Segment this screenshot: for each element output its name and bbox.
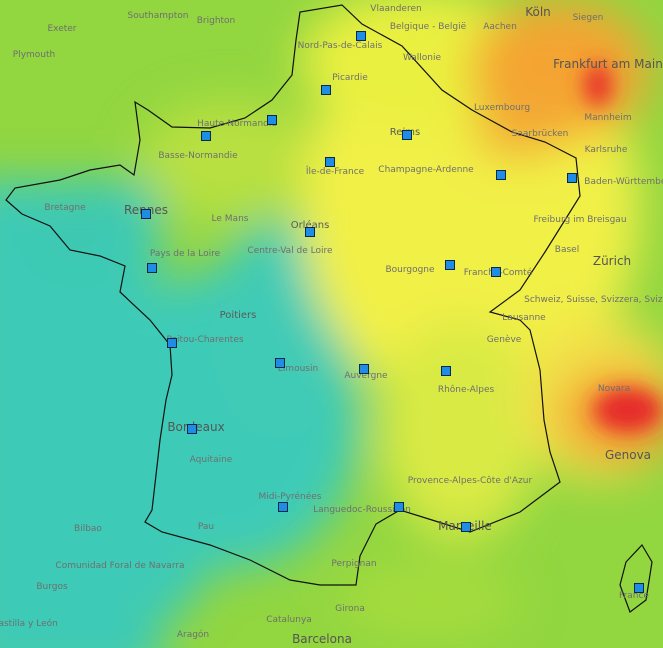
corsica-border	[619, 544, 653, 613]
station-marker[interactable]	[496, 170, 506, 180]
place-label: Karlsruhe	[585, 145, 628, 155]
place-label: Schweiz, Suisse, Svizzera, Svizra	[524, 295, 663, 305]
place-label: Mannheim	[584, 113, 631, 123]
station-marker[interactable]	[201, 131, 211, 141]
station-marker[interactable]	[356, 31, 366, 41]
place-label: Aragón	[177, 629, 209, 640]
place-label: Auvergne	[344, 371, 388, 381]
station-marker[interactable]	[634, 583, 644, 593]
place-label: Brighton	[197, 16, 236, 26]
station-marker[interactable]	[167, 338, 177, 348]
station-marker[interactable]	[325, 157, 335, 167]
station-marker[interactable]	[141, 209, 151, 219]
place-label: Exeter	[47, 24, 76, 34]
place-label: Basel	[555, 245, 579, 255]
station-marker[interactable]	[394, 502, 404, 512]
place-label: Bretagne	[44, 203, 86, 213]
place-label: Bilbao	[74, 524, 102, 534]
place-label: Girona	[335, 604, 365, 614]
place-label: Lausanne	[502, 313, 546, 323]
station-marker[interactable]	[278, 502, 288, 512]
place-label: Siegen	[573, 13, 604, 23]
place-label: Perpignan	[331, 559, 376, 569]
place-label: Champagne-Ardenne	[378, 165, 474, 175]
station-marker[interactable]	[491, 267, 501, 277]
place-label: Aquitaine	[190, 455, 233, 465]
place-label: Freiburg im Breisgau	[533, 215, 626, 225]
place-label: Orléans	[291, 219, 330, 231]
place-label: Genova	[605, 448, 651, 462]
place-label: Burgos	[36, 582, 68, 592]
france-border	[5, 4, 581, 586]
place-label: Basse-Normandie	[158, 151, 238, 161]
place-label: Nord-Pas-de-Calais	[298, 41, 383, 51]
station-marker[interactable]	[359, 364, 369, 374]
station-marker[interactable]	[305, 227, 315, 237]
place-label: Zürich	[593, 254, 631, 268]
place-label: Köln	[525, 5, 551, 19]
place-label: Rhône-Alpes	[438, 384, 495, 395]
place-label: Centre-Val de Loire	[247, 246, 333, 256]
heatmap-hotspots	[584, 63, 662, 432]
place-label: Vlaanderen	[370, 4, 421, 14]
place-label: Wallonie	[403, 53, 442, 63]
place-label: Saarbrücken	[512, 129, 569, 139]
station-marker[interactable]	[275, 358, 285, 368]
station-marker[interactable]	[267, 115, 277, 125]
station-marker[interactable]	[567, 173, 577, 183]
place-label: Barcelona	[292, 632, 352, 646]
place-label: Picardie	[332, 73, 368, 83]
place-label: Limousin	[278, 364, 318, 374]
place-label: Provence-Alpes-Côte d'Azur	[408, 475, 533, 486]
place-label: France	[619, 591, 649, 601]
place-label: Novara	[598, 384, 630, 394]
place-label: Midi-Pyrénées	[259, 491, 322, 502]
place-label: Aachen	[483, 22, 517, 32]
place-label: Poitiers	[220, 310, 257, 321]
place-label: Plymouth	[13, 50, 55, 60]
station-marker[interactable]	[402, 130, 412, 140]
station-marker[interactable]	[187, 424, 197, 434]
station-marker[interactable]	[147, 263, 157, 273]
place-label: Poitou-Charentes	[166, 335, 243, 345]
place-label: Catalunya	[266, 615, 312, 625]
place-label: Le Mans	[212, 214, 249, 224]
place-label: Southampton	[128, 11, 189, 21]
station-marker[interactable]	[321, 85, 331, 95]
place-label: Pays de la Loire	[150, 249, 221, 259]
station-marker[interactable]	[445, 260, 455, 270]
place-label: Languedoc-Roussillon	[313, 505, 411, 515]
place-label: Comunidad Foral de Navarra	[55, 561, 184, 571]
stations	[141, 31, 644, 593]
place-label: Haute-Normandie	[197, 119, 277, 129]
station-marker[interactable]	[461, 522, 471, 532]
place-label: Frankfurt am Main	[553, 57, 663, 71]
place-label: Genève	[487, 334, 522, 345]
station-marker[interactable]	[441, 366, 451, 376]
place-label: Île-de-France	[305, 165, 365, 177]
place-label: Luxembourg	[474, 103, 530, 113]
place-label: Belgique - België	[390, 22, 467, 32]
place-label: Castilla y León	[0, 618, 58, 629]
place-label: Bourgogne	[385, 265, 435, 275]
place-label: Pau	[198, 522, 214, 532]
place-label: Baden-Württemberg	[584, 177, 663, 187]
